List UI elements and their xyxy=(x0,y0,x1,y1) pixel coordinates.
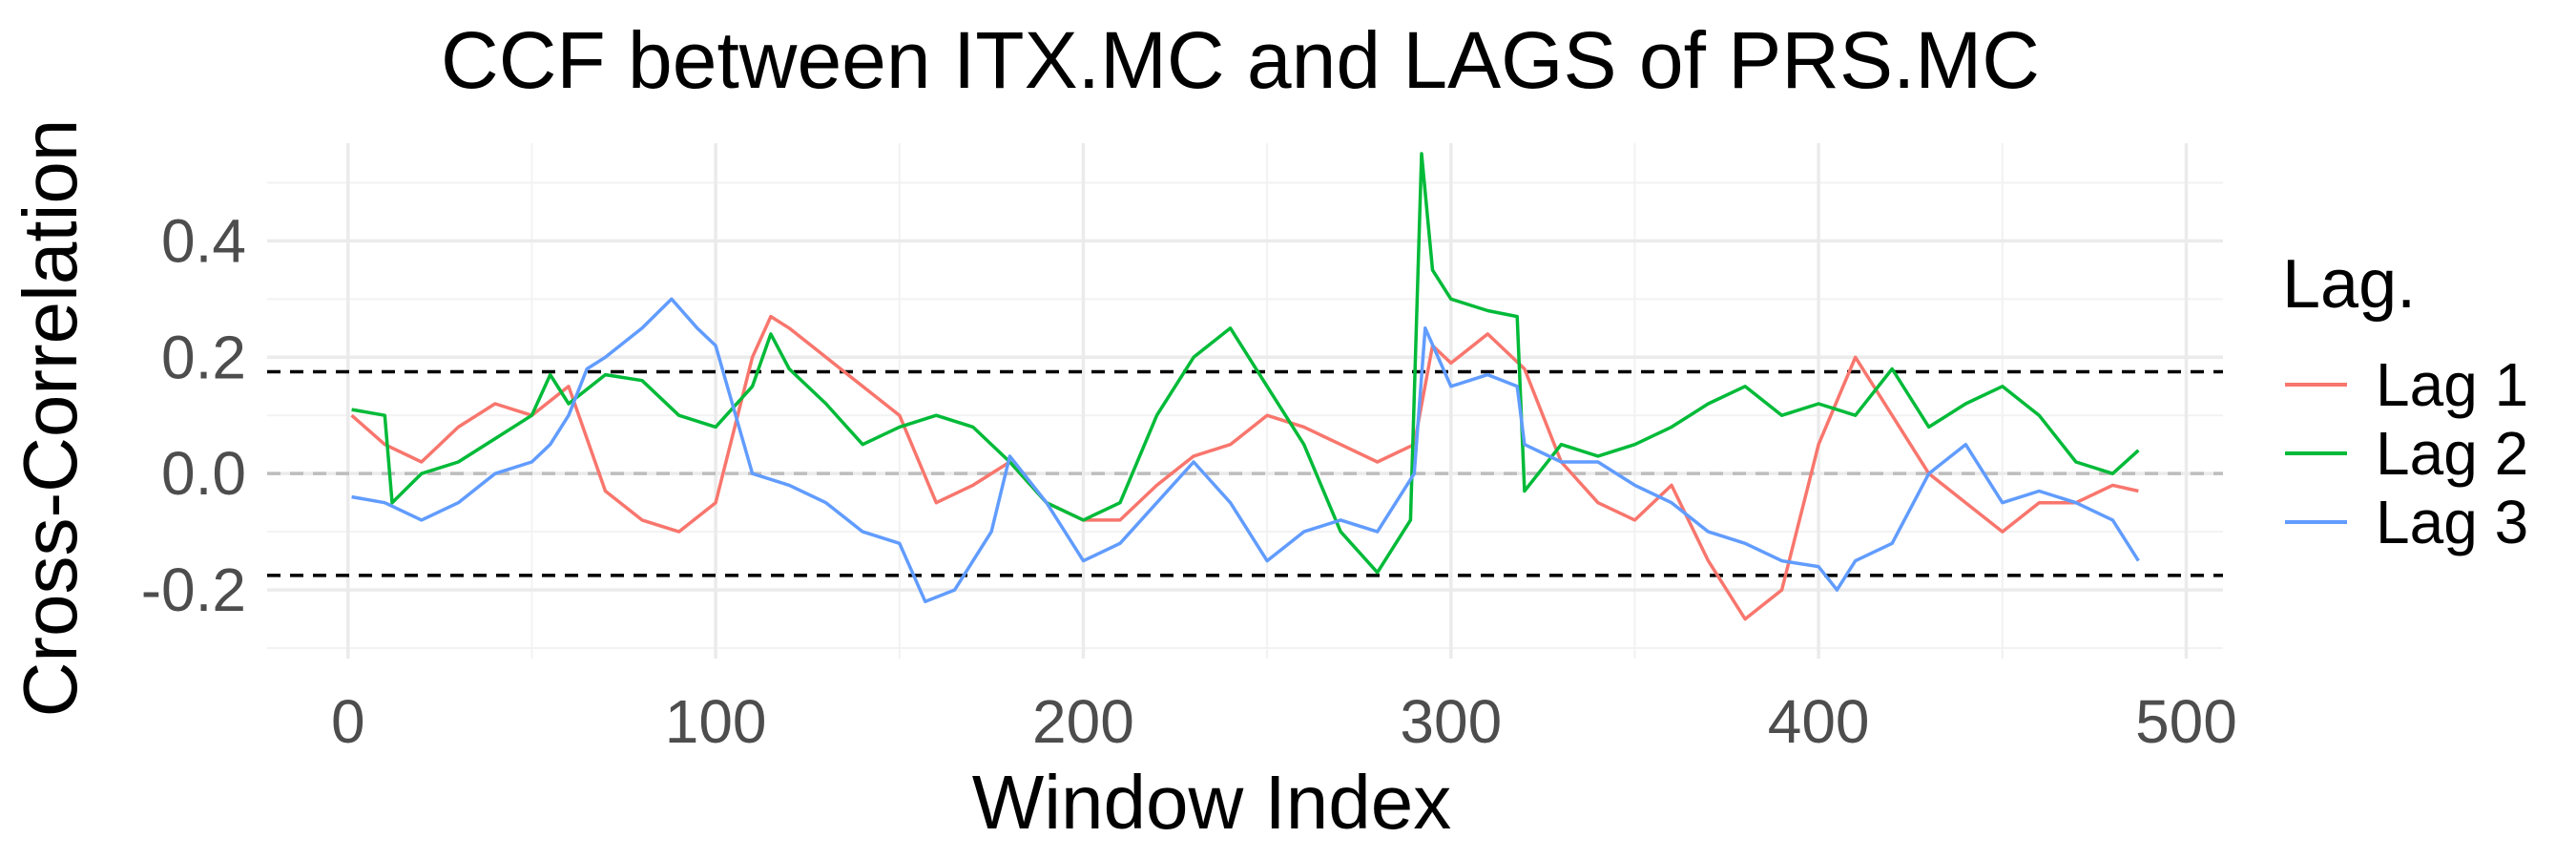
y-tick-label: 0.4 xyxy=(161,206,246,275)
x-tick-label: 300 xyxy=(1400,687,1502,756)
x-tick-label: 100 xyxy=(665,687,767,756)
y-tick-label: 0.0 xyxy=(161,439,246,508)
legend-label: Lag 1 xyxy=(2376,350,2528,419)
y-tick-label: 0.2 xyxy=(161,323,246,391)
series-line-lag-3 xyxy=(351,297,2140,604)
series-line-lag-2 xyxy=(351,152,2140,575)
x-tick-label: 200 xyxy=(1032,687,1134,756)
legend-label: Lag 2 xyxy=(2376,419,2528,488)
x-tick-label: 400 xyxy=(1768,687,1870,756)
chart-title: CCF between ITX.MC and LAGS of PRS.MC xyxy=(441,15,2040,105)
x-tick-label: 500 xyxy=(2135,687,2237,756)
grid xyxy=(267,143,2223,659)
x-axis-title: Window Index xyxy=(972,760,1451,845)
y-axis-title: Cross-Correlation xyxy=(8,119,93,718)
series-lines xyxy=(350,152,2140,621)
series-line-lag-1 xyxy=(350,314,2139,621)
x-tick-label: 0 xyxy=(331,687,365,756)
y-tick-label: -0.2 xyxy=(141,555,246,624)
legend-title: Lag. xyxy=(2282,246,2416,323)
axis-ticks: 0 100 200 300 400 500 -0.2 0.0 0.2 0.4 xyxy=(141,206,2237,756)
reference-lines xyxy=(267,369,2223,577)
legend-label: Lag 3 xyxy=(2376,488,2528,556)
